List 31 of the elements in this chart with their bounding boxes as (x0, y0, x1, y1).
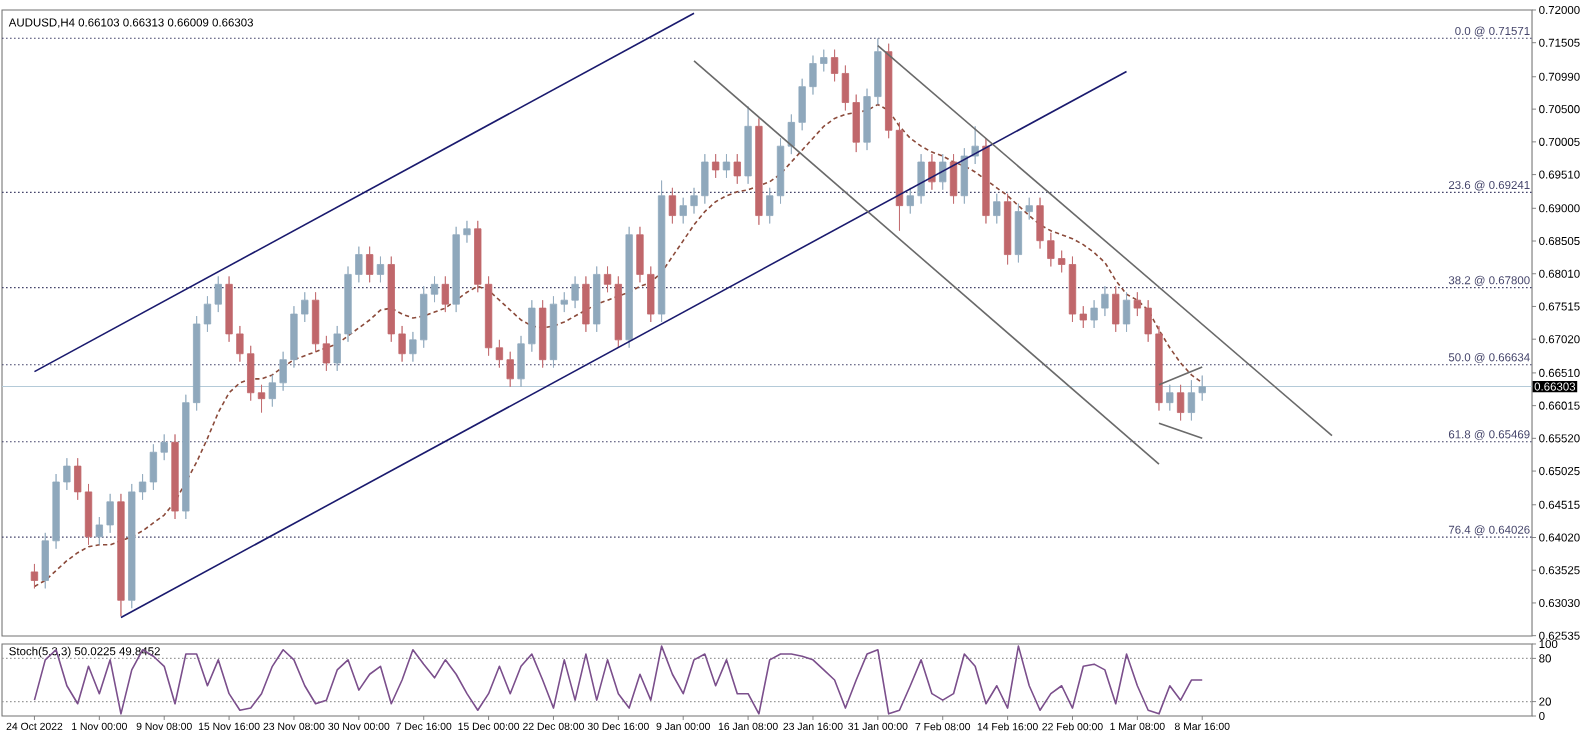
candlestick (830, 49, 839, 82)
candlestick (539, 299, 547, 369)
candlestick (311, 291, 320, 353)
candlestick (1166, 384, 1174, 411)
candlestick (755, 118, 763, 226)
candlestick (322, 335, 331, 372)
candlestick (117, 493, 125, 617)
candlestick (1122, 291, 1131, 333)
candlestick (376, 256, 385, 283)
candlestick (982, 137, 990, 224)
candlestick (1176, 384, 1185, 421)
candlestick (441, 275, 449, 313)
candlestick (939, 153, 947, 191)
candlestick (733, 153, 741, 185)
candlestick (1112, 285, 1120, 333)
candlestick (30, 563, 39, 589)
candlestick (744, 106, 752, 185)
candlestick (593, 266, 601, 333)
candlestick (625, 226, 633, 349)
candlestick (928, 153, 936, 191)
candlestick (366, 246, 374, 283)
candlestick (1003, 193, 1012, 265)
candlestick (949, 153, 958, 205)
candlestick (668, 187, 677, 224)
candlestick (712, 153, 720, 179)
candlestick (993, 193, 1001, 224)
candlestick (582, 275, 590, 333)
candlestick (657, 180, 666, 323)
candlestick (171, 433, 179, 520)
candlestick (960, 147, 968, 205)
candlestick (722, 153, 731, 179)
